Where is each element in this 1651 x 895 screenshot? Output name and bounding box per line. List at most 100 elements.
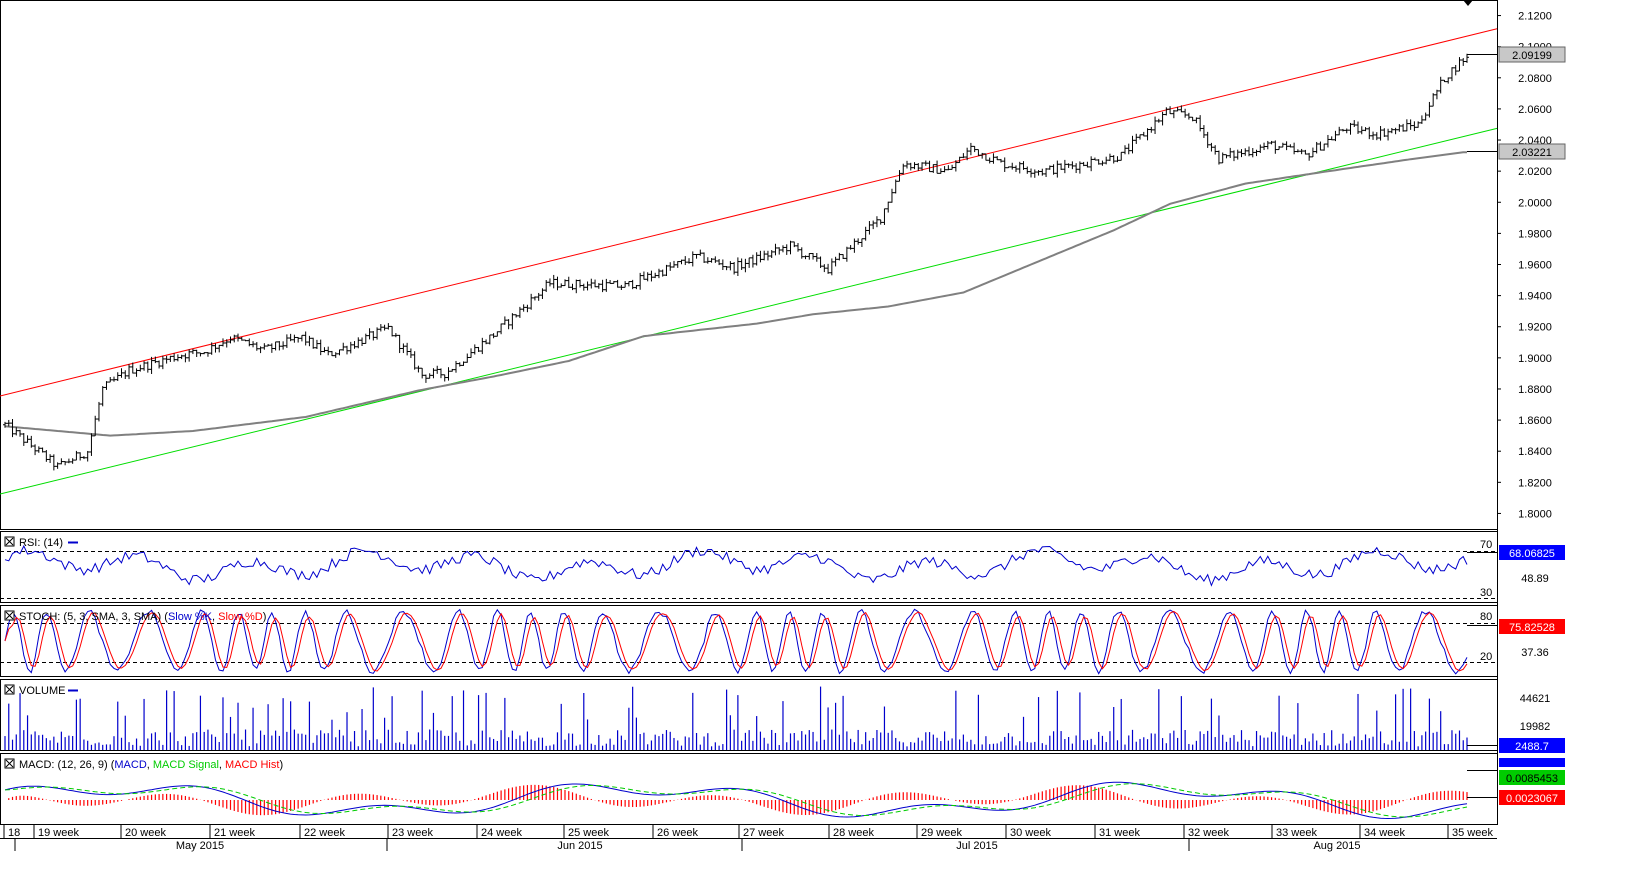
candle xyxy=(747,257,752,268)
week-label: 28 week xyxy=(833,827,874,839)
last-price-marker: 2.09199 xyxy=(1467,46,1566,63)
macd-histogram xyxy=(8,784,1468,816)
candle xyxy=(796,243,801,252)
candle xyxy=(288,333,293,342)
candle xyxy=(78,452,83,461)
candle xyxy=(348,341,353,354)
price-tick-label: 1.9800 xyxy=(1518,228,1552,240)
candle xyxy=(1423,112,1428,121)
candle xyxy=(66,458,71,464)
price-tick-label: 1.9400 xyxy=(1518,291,1552,303)
candle xyxy=(138,364,143,372)
week-label: 35 week xyxy=(1452,827,1493,839)
candle xyxy=(1427,101,1432,118)
candle xyxy=(1404,119,1409,132)
week-label: 18 xyxy=(8,827,20,839)
candle xyxy=(254,342,259,351)
price-tick-label: 1.9600 xyxy=(1518,260,1552,272)
candle xyxy=(469,348,474,358)
candle xyxy=(1044,168,1049,177)
stoch-k-label: Slow %K xyxy=(168,611,213,623)
candle xyxy=(1393,127,1398,135)
week-label: 27 week xyxy=(743,827,784,839)
candle xyxy=(127,364,132,380)
candle xyxy=(104,381,109,390)
macd-legend-macd: MACD xyxy=(114,759,146,771)
candle xyxy=(649,270,654,282)
candle xyxy=(187,349,192,362)
candle xyxy=(1126,143,1131,155)
candle xyxy=(905,160,910,169)
candle xyxy=(251,341,256,348)
candle xyxy=(85,450,90,462)
candle xyxy=(1397,124,1402,132)
lower-channel-line xyxy=(0,127,1498,495)
candle xyxy=(717,259,722,266)
candle xyxy=(1010,162,1015,170)
candle xyxy=(705,257,710,264)
candle xyxy=(626,281,631,287)
candle xyxy=(461,361,466,366)
candle xyxy=(1096,159,1101,165)
candle xyxy=(1337,126,1342,136)
candle xyxy=(1017,161,1022,174)
candle xyxy=(698,249,703,256)
candle xyxy=(1235,149,1240,160)
candle xyxy=(111,376,116,382)
stoch-level-80-label: 80 xyxy=(1480,611,1492,623)
candle xyxy=(1032,169,1037,178)
candle xyxy=(1138,134,1143,140)
candle xyxy=(48,454,53,463)
stoch-slow-k-line xyxy=(4,608,1468,675)
candle xyxy=(70,458,75,464)
candle xyxy=(341,342,346,351)
candle xyxy=(619,284,624,291)
candle xyxy=(532,296,537,301)
candle xyxy=(89,433,94,456)
price-tick-label: 1.8600 xyxy=(1518,415,1552,427)
candle xyxy=(570,283,575,291)
candle xyxy=(232,334,237,343)
candle xyxy=(566,276,571,289)
candle xyxy=(236,333,241,342)
candle xyxy=(807,253,812,260)
candle xyxy=(634,284,639,290)
candle xyxy=(1186,112,1191,120)
candle xyxy=(991,153,996,164)
moving-average xyxy=(4,151,1467,437)
stoch-panel: STOCH: (5, 3, SMA, 3, SMA) (Slow %K, Slo… xyxy=(0,608,1565,675)
candle xyxy=(1164,107,1169,116)
candle xyxy=(420,367,425,379)
candle xyxy=(1438,76,1443,94)
candle xyxy=(1085,161,1090,168)
candle xyxy=(1216,150,1221,165)
candle xyxy=(284,334,289,348)
candle xyxy=(1209,142,1214,152)
candle xyxy=(593,279,598,288)
candle xyxy=(878,219,883,225)
time-x-axis: 18 19 week 20 week 21 week 22 week 23 week 24 … xyxy=(0,825,1497,852)
candle xyxy=(29,435,34,448)
candle xyxy=(897,170,902,182)
candle xyxy=(74,450,79,461)
candle xyxy=(1029,168,1034,178)
candle xyxy=(611,280,616,284)
candle xyxy=(972,145,977,153)
candle xyxy=(1416,121,1421,128)
candle xyxy=(1062,159,1067,174)
candle xyxy=(874,216,879,228)
candle xyxy=(405,342,410,356)
stoch-close-icon-cross xyxy=(5,611,14,620)
candle xyxy=(1021,161,1026,170)
candle xyxy=(957,156,962,164)
candle xyxy=(33,444,38,456)
candle xyxy=(1442,79,1447,83)
candle xyxy=(668,262,673,271)
scroll-marker-icon[interactable] xyxy=(1463,0,1473,6)
rsi-title: RSI: (14) xyxy=(19,537,63,549)
week-label: 26 week xyxy=(657,827,698,839)
candle xyxy=(1025,166,1030,174)
candle xyxy=(735,257,740,277)
stoch-value: 75.82528 xyxy=(1509,622,1555,634)
candle xyxy=(1168,106,1173,115)
